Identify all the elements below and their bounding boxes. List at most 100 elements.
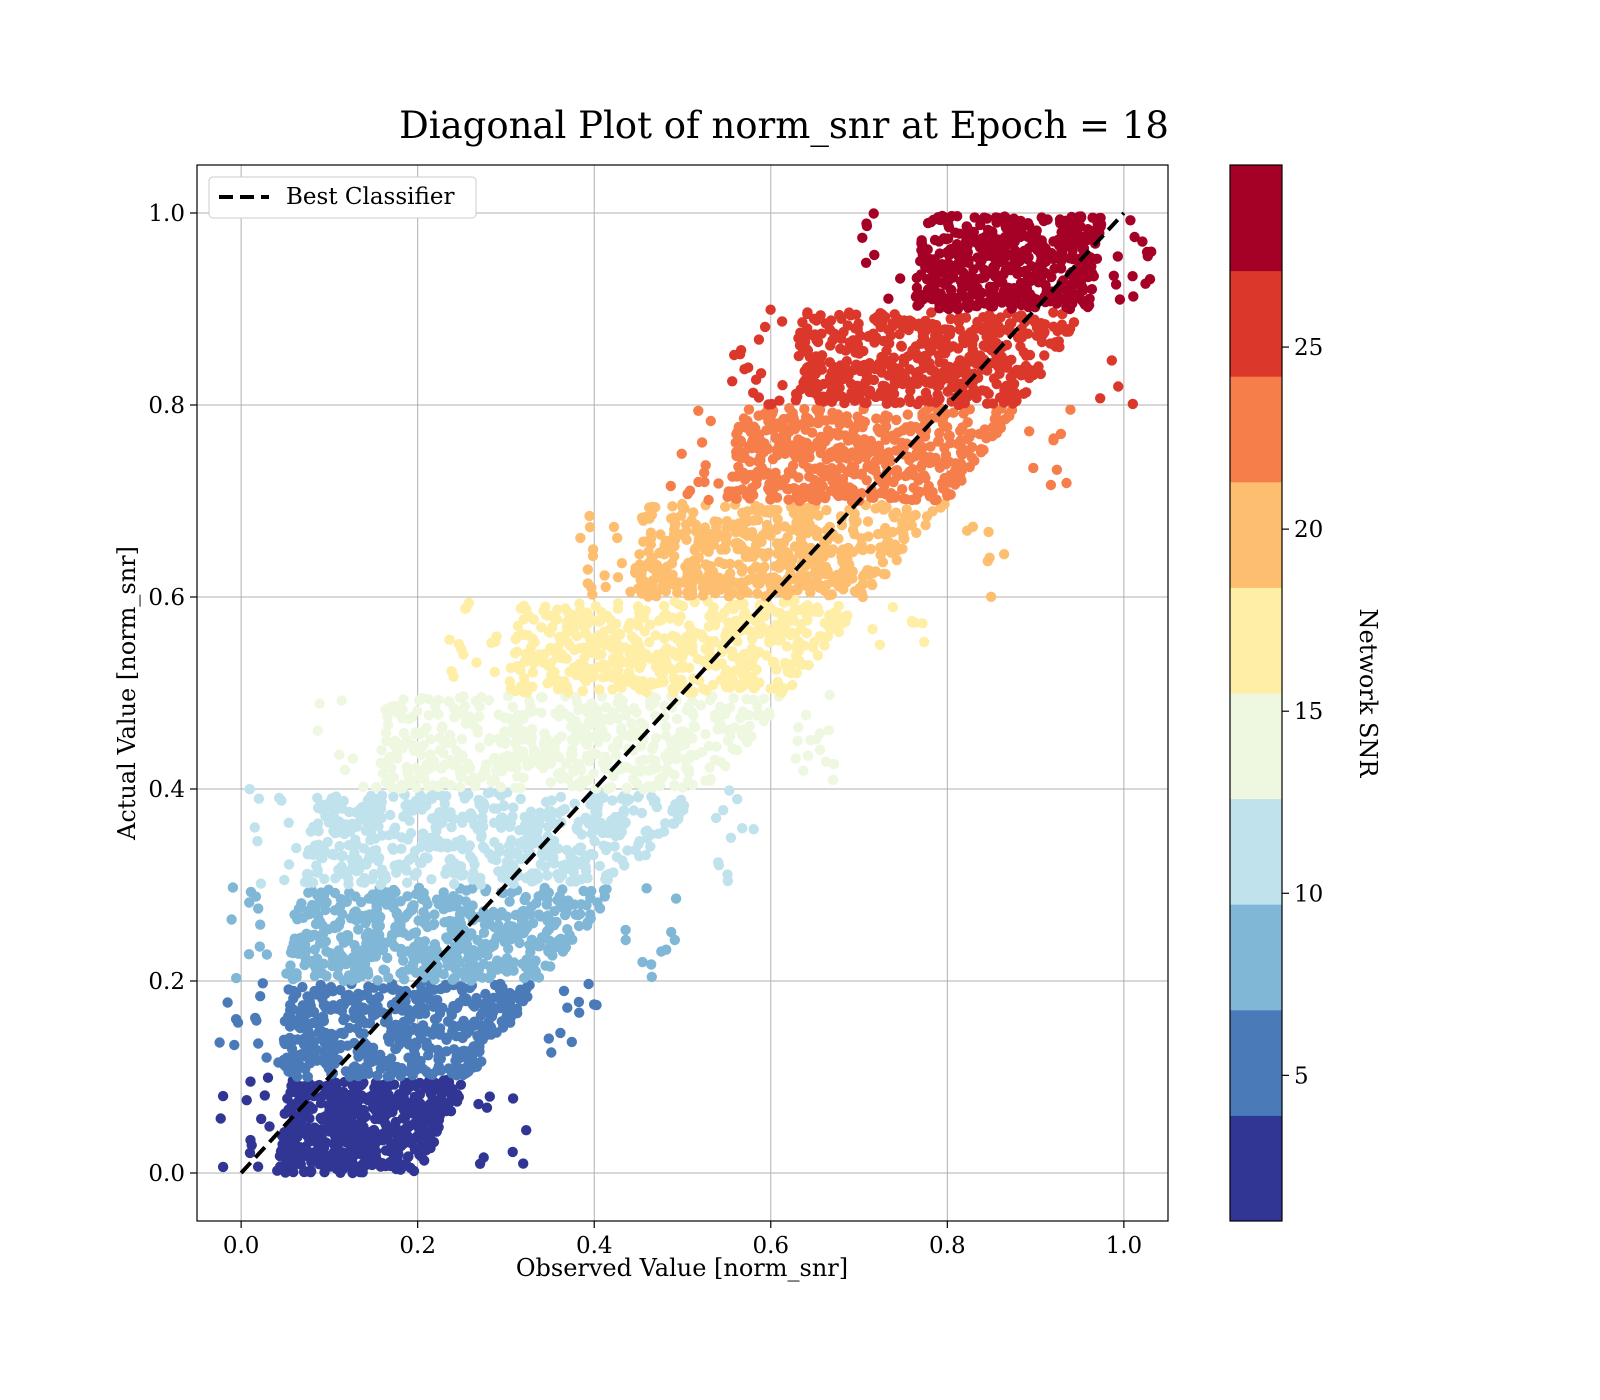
scatter-point (1001, 339, 1013, 351)
scatter-point (397, 704, 408, 715)
scatter-point (360, 1156, 371, 1167)
scatter-point (395, 896, 406, 907)
scatter-point (709, 619, 721, 631)
scatter-point (835, 372, 846, 383)
scatter-point (698, 683, 709, 695)
scatter-point (405, 1025, 416, 1036)
scatter-point (857, 385, 868, 396)
scatter-point (401, 865, 412, 876)
scatter-point (924, 491, 936, 502)
scatter-point-outlier (669, 934, 680, 946)
scatter-point (328, 1139, 340, 1150)
scatter-point-outlier (558, 985, 570, 997)
scatter-point (750, 500, 761, 512)
scatter-point (883, 370, 894, 381)
scatter-point (891, 554, 902, 566)
scatter-point (735, 712, 746, 724)
scatter-point (561, 616, 572, 628)
scatter-point (784, 403, 795, 414)
scatter-point (927, 456, 938, 468)
scatter-point (584, 615, 595, 626)
scatter-point-outlier (665, 480, 676, 492)
scatter-point (892, 470, 903, 482)
scatter-point (502, 816, 513, 827)
scatter-point (562, 924, 573, 935)
scatter-point (525, 642, 537, 653)
scatter-point (509, 728, 521, 740)
scatter-point (358, 1121, 369, 1133)
scatter-point (755, 455, 766, 466)
scatter-point (634, 662, 645, 674)
scatter-point (451, 745, 462, 756)
scatter-point-outlier (259, 1090, 270, 1101)
scatter-point (764, 637, 775, 648)
scatter-point (597, 827, 608, 838)
scatter-point (506, 887, 517, 898)
scatter-point (524, 706, 535, 718)
scatter-point (927, 321, 939, 332)
scatter-point (519, 820, 531, 831)
scatter-point (770, 481, 781, 493)
scatter-point (334, 826, 345, 838)
scatter-point (477, 943, 489, 954)
scatter-point (494, 984, 506, 995)
scatter-point (320, 1137, 332, 1148)
scatter-point (730, 486, 741, 497)
scatter-point (639, 754, 650, 766)
scatter-point-outlier (222, 997, 233, 1008)
scatter-point (524, 695, 535, 707)
scatter-point-outlier (264, 1121, 275, 1132)
scatter-point (379, 1110, 390, 1122)
scatter-point (742, 516, 753, 527)
scatter-point-outlier (230, 1014, 242, 1025)
scatter-point (501, 911, 512, 922)
scatter-point (380, 873, 392, 884)
scatter-point (772, 513, 783, 525)
scatter-point (568, 867, 579, 878)
scatter-point (386, 1138, 397, 1149)
scatter-point (539, 861, 551, 872)
scatter-point (507, 701, 518, 712)
scatter-point (757, 562, 768, 573)
scatter-point (515, 793, 526, 805)
scatter-point (365, 1051, 377, 1063)
scatter-point-outlier (347, 753, 359, 764)
scatter-point (816, 364, 827, 375)
scatter-point (999, 392, 1010, 404)
scatter-point (681, 534, 692, 545)
scatter-point (582, 774, 593, 786)
scatter-point-outlier (1061, 477, 1072, 489)
scatter-point (284, 1032, 295, 1044)
scatter-point (696, 747, 708, 758)
scatter-point (478, 958, 489, 970)
scatter-point (300, 956, 312, 967)
scatter-point (785, 612, 796, 624)
scatter-point (448, 891, 459, 902)
scatter-point (795, 384, 806, 395)
scatter-point (793, 646, 804, 657)
scatter-point (714, 556, 725, 568)
scatter-point (491, 756, 503, 767)
scatter-point (1024, 349, 1036, 361)
scatter-point (773, 538, 784, 549)
scatter-point (411, 782, 422, 793)
scatter-point-outlier (583, 978, 594, 990)
scatter-point (978, 340, 989, 351)
scatter-point (560, 941, 572, 953)
scatter-point (712, 528, 724, 540)
scatter-point (819, 471, 830, 482)
scatter-point (714, 584, 726, 595)
scatter-point (882, 411, 894, 422)
scatter-point-outlier (448, 671, 459, 682)
scatter-point (466, 813, 477, 824)
scatter-point (924, 376, 935, 387)
scatter-point (322, 836, 333, 848)
scatter-point-outlier (620, 934, 631, 946)
scatter-point (547, 950, 558, 961)
scatter-point-outlier (575, 532, 586, 544)
scatter-point (585, 909, 596, 920)
scatter-point (343, 1104, 355, 1116)
scatter-point-outlier (1045, 479, 1057, 491)
scatter-point (689, 722, 701, 733)
scatter-point (316, 852, 327, 863)
